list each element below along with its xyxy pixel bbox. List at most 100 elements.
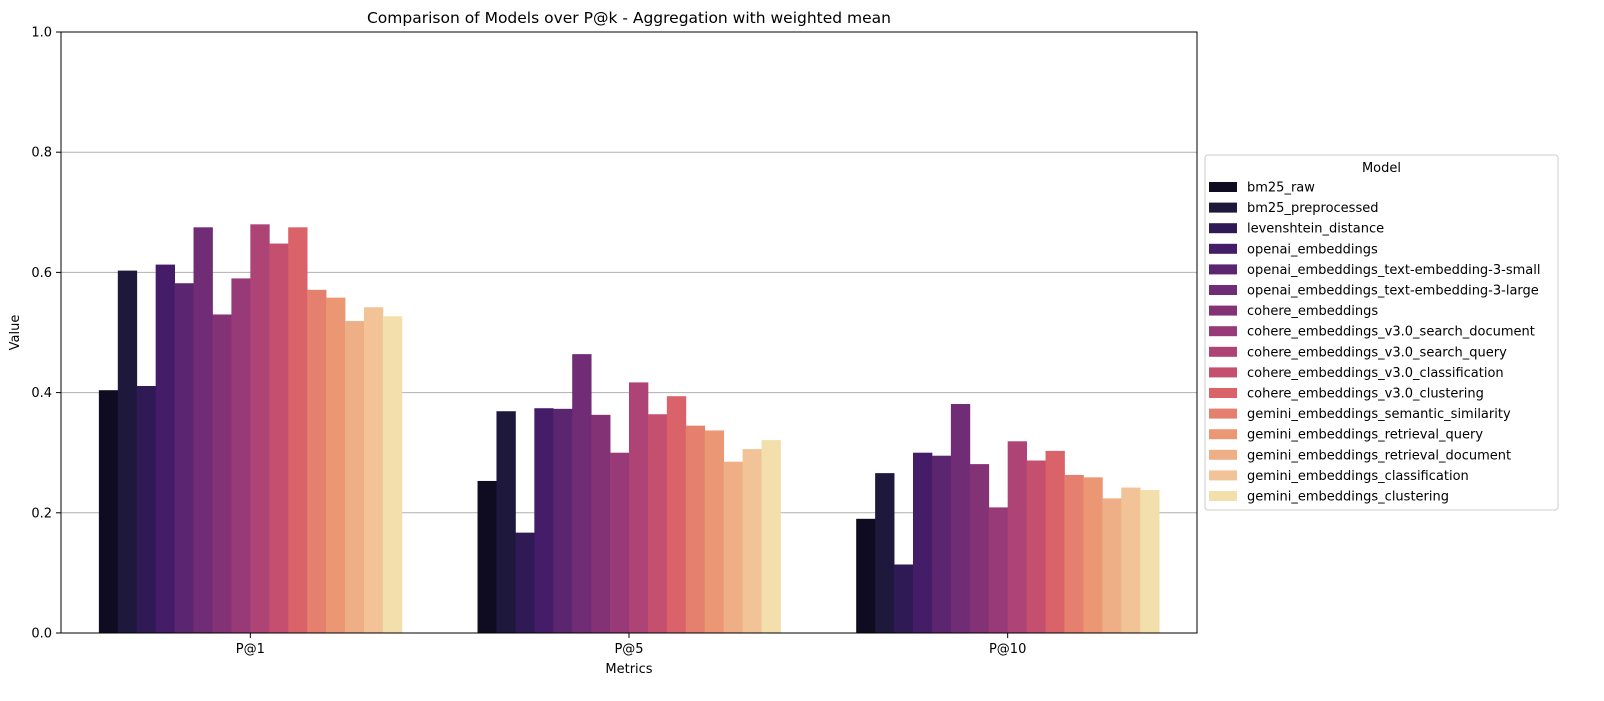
bar-cohere_embeddings_v3.0_classification-P@10 <box>1026 460 1046 633</box>
bar-openai_embeddings-P@10 <box>913 452 933 633</box>
legend-swatch <box>1209 326 1237 337</box>
legend-label: openai_embeddings_text-embedding-3-small <box>1247 263 1540 278</box>
bar-levenshtein_distance-P@10 <box>894 564 914 633</box>
bar-bm25_preprocessed-P@5 <box>496 411 516 633</box>
legend-swatch <box>1209 243 1237 254</box>
bar-gemini_embeddings_classification-P@1 <box>363 307 384 633</box>
legend-title: Model <box>1362 161 1401 176</box>
y-tick-label: 0.4 <box>31 386 52 401</box>
bar-cohere_embeddings-P@10 <box>969 464 990 633</box>
bar-gemini_embeddings_semantic_similarity-P@5 <box>685 425 706 633</box>
bar-gemini_embeddings_clustering-P@10 <box>1140 489 1160 633</box>
legend-swatch <box>1209 429 1237 440</box>
bar-cohere_embeddings_v3.0_clustering-P@10 <box>1045 450 1065 633</box>
bar-gemini_embeddings_clustering-P@5 <box>761 440 781 633</box>
bar-gemini_embeddings_semantic_similarity-P@10 <box>1064 474 1084 633</box>
legend-label: cohere_embeddings_v3.0_clustering <box>1247 387 1484 402</box>
legend-label: cohere_embeddings <box>1247 304 1378 319</box>
bar-gemini_embeddings_retrieval_query-P@5 <box>704 430 725 633</box>
bar-levenshtein_distance-P@5 <box>515 532 535 633</box>
x-tick-label: P@5 <box>614 642 643 657</box>
y-tick-label: 0.2 <box>31 506 52 521</box>
legend-label: gemini_embeddings_clustering <box>1247 490 1449 505</box>
chart-title: Comparison of Models over P@k - Aggregat… <box>367 9 891 27</box>
bar-cohere_embeddings_v3.0_search_query-P@10 <box>1007 441 1027 633</box>
x-tick-label: P@10 <box>989 642 1026 657</box>
legend-label: cohere_embeddings_v3.0_search_document <box>1247 325 1535 340</box>
bar-bm25_preprocessed-P@1 <box>117 270 138 633</box>
bar-gemini_embeddings_retrieval_query-P@1 <box>326 297 346 633</box>
bar-openai_embeddings_text-embedding-3-small-P@5 <box>553 408 573 633</box>
legend-label: openai_embeddings_text-embedding-3-large <box>1247 284 1539 299</box>
x-tick-label: P@1 <box>236 642 265 657</box>
legend-label: gemini_embeddings_classification <box>1247 469 1469 484</box>
y-tick-label: 0.8 <box>31 146 52 161</box>
bar-gemini_embeddings_semantic_similarity-P@1 <box>307 289 327 633</box>
bar-cohere_embeddings_v3.0_classification-P@5 <box>647 414 668 633</box>
legend-items: bm25_raw bm25_preprocessed levenshtein_dis… <box>1209 181 1540 505</box>
bar-cohere_embeddings_v3.0_search_document-P@1 <box>231 278 251 633</box>
y-tick-label: 1.0 <box>31 26 52 41</box>
bar-gemini_embeddings_classification-P@5 <box>742 449 762 633</box>
bar-gemini_embeddings_retrieval_document-P@5 <box>723 461 743 633</box>
legend-swatch <box>1209 202 1237 213</box>
bar-cohere_embeddings_v3.0_classification-P@1 <box>269 243 289 633</box>
legend-label: gemini_embeddings_retrieval_document <box>1247 448 1511 463</box>
bar-cohere_embeddings_v3.0_search_query-P@1 <box>250 224 270 633</box>
bar-openai_embeddings_text-embedding-3-small-P@1 <box>174 283 194 633</box>
legend-swatch <box>1209 346 1237 357</box>
legend-label: gemini_embeddings_retrieval_query <box>1247 428 1483 443</box>
legend-swatch <box>1209 408 1237 419</box>
legend-label: bm25_raw <box>1247 181 1315 196</box>
bar-levenshtein_distance-P@1 <box>136 385 157 633</box>
legend-label: cohere_embeddings_v3.0_search_query <box>1247 345 1507 360</box>
legend-swatch <box>1209 305 1237 316</box>
y-tick-label: 0.0 <box>31 627 52 642</box>
legend: Model bm25_raw bm25_preprocessed levenshte… <box>1204 154 1559 511</box>
legend-swatch <box>1209 388 1237 398</box>
bar-openai_embeddings-P@1 <box>155 264 175 633</box>
y-axis-label: Value <box>8 315 23 351</box>
bar-bm25_raw-P@5 <box>477 480 497 633</box>
legend-swatch <box>1209 223 1237 234</box>
bar-gemini_embeddings_classification-P@10 <box>1121 487 1141 633</box>
bar-cohere_embeddings_v3.0_search_document-P@10 <box>988 507 1009 633</box>
legend-label: levenshtein_distance <box>1247 222 1384 237</box>
x-axis-ticks: P@1 P@5 P@10 <box>236 633 1026 657</box>
legend-swatch <box>1209 182 1237 192</box>
legend-box <box>1204 154 1559 511</box>
legend-swatch <box>1209 264 1237 275</box>
legend-label: gemini_embeddings_semantic_similarity <box>1247 407 1511 422</box>
y-tick-label: 0.6 <box>31 266 52 281</box>
bar-cohere_embeddings_v3.0_clustering-P@5 <box>666 396 687 633</box>
bars <box>98 224 1160 633</box>
legend-swatch <box>1209 285 1237 295</box>
bar-bm25_raw-P@1 <box>98 390 119 633</box>
legend-label: bm25_preprocessed <box>1247 201 1378 216</box>
bar-gemini_embeddings_retrieval_document-P@1 <box>345 321 365 633</box>
legend-label: cohere_embeddings_v3.0_classification <box>1247 366 1504 381</box>
bar-cohere_embeddings-P@5 <box>591 414 611 633</box>
bar-gemini_embeddings_retrieval_query-P@10 <box>1083 477 1103 633</box>
bar-openai_embeddings_text-embedding-3-large-P@5 <box>572 354 592 633</box>
bar-gemini_embeddings_clustering-P@1 <box>382 316 403 633</box>
legend-swatch <box>1209 449 1237 460</box>
legend-swatch <box>1209 367 1237 378</box>
x-axis-label: Metrics <box>605 662 652 677</box>
bar-cohere_embeddings_v3.0_search_query-P@5 <box>629 382 649 633</box>
y-axis-ticks: 0.0 0.2 0.4 0.6 0.8 1.0 <box>31 26 61 642</box>
legend-swatch <box>1209 470 1237 481</box>
legend-label: openai_embeddings <box>1247 242 1378 257</box>
legend-swatch <box>1209 491 1237 501</box>
bar-cohere_embeddings-P@1 <box>212 314 232 633</box>
bar-bm25_raw-P@10 <box>856 518 876 633</box>
bar-cohere_embeddings_v3.0_clustering-P@1 <box>288 227 308 633</box>
bar-openai_embeddings_text-embedding-3-large-P@10 <box>950 404 971 633</box>
bar-cohere_embeddings_v3.0_search_document-P@5 <box>610 452 630 633</box>
bar-bm25_preprocessed-P@10 <box>875 473 895 633</box>
bar-gemini_embeddings_retrieval_document-P@10 <box>1102 498 1122 633</box>
bar-openai_embeddings_text-embedding-3-large-P@1 <box>193 227 213 633</box>
bar-openai_embeddings_text-embedding-3-small-P@10 <box>931 455 952 633</box>
bar-openai_embeddings-P@5 <box>534 408 554 633</box>
